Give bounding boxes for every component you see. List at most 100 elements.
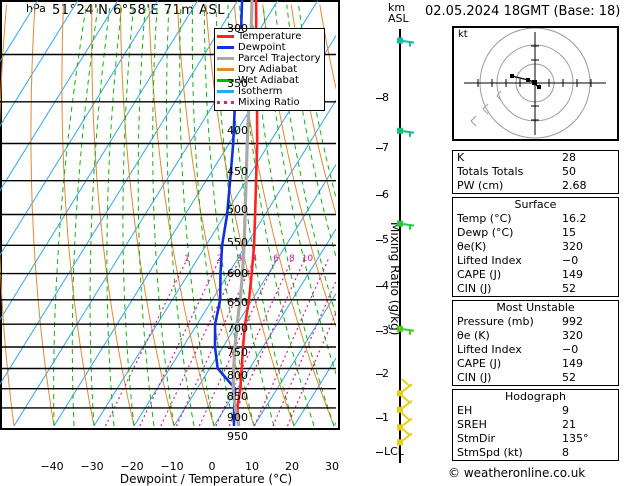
wet-adiabat-line	[191, 4, 235, 427]
row-label: StmDir	[457, 432, 496, 445]
temperature-tick-label: −30	[80, 460, 104, 473]
row-label: EH	[457, 404, 473, 417]
row-value: 50	[562, 165, 576, 178]
row-label: Totals Totals	[457, 165, 524, 178]
legend-label: Isotherm	[238, 85, 283, 97]
mixing-ratio-line	[286, 256, 362, 427]
wind-barb	[397, 127, 415, 137]
height-tick	[376, 98, 383, 100]
hodograph-plot[interactable]: kt	[452, 26, 619, 141]
wind-barb	[397, 427, 413, 446]
height-tick	[376, 195, 383, 197]
surface-panel: Surface Temp (°C) 16.2 Dewp (°C) 15 θe(K) 320 L…	[452, 197, 619, 297]
xaxis-title: Dewpoint / Temperature (°C)	[119, 472, 293, 486]
mixing-ratio-line	[253, 256, 330, 427]
hodograph-unit-label: kt	[458, 29, 468, 40]
temperature-tick-label: 0	[208, 460, 216, 473]
row-label: Lifted Index	[457, 343, 522, 356]
legend-label: Temperature	[238, 30, 302, 42]
height-tick	[376, 417, 383, 419]
legend: Temperature Dewpoint Parcel Trajectory Dry …	[214, 28, 325, 111]
data-row: CIN (J) 52	[453, 371, 618, 385]
dry-adiabat-line	[119, 4, 175, 427]
data-row: StmSpd (kt) 8	[453, 446, 618, 460]
height-tick-label: 4	[382, 278, 389, 292]
data-row: θe (K) 320	[453, 329, 618, 343]
row-value: 135°	[562, 432, 589, 445]
pressure-tick-label: 400	[227, 123, 248, 137]
station-title: 51°24'N 6°58'E 71m ASL	[52, 3, 225, 18]
legend-item: Isotherm	[217, 86, 321, 97]
wet-adiabat-line	[137, 4, 155, 427]
data-row: Totals Totals 50	[453, 165, 618, 179]
row-label: CAPE (J)	[457, 268, 502, 281]
row-label: CAPE (J)	[457, 357, 502, 370]
legend-label: Parcel Trajectory	[238, 52, 321, 64]
pressure-tick-label: 600	[227, 267, 248, 281]
hodograph-panel: Hodograph EH 9 SREH 21 StmDir 135° StmSpd (kt) 8	[452, 389, 619, 461]
legend-item: Mixing Ratio	[217, 97, 321, 108]
legend-swatch	[217, 35, 234, 38]
row-value: 992	[562, 315, 583, 328]
mixing-ratio-line	[215, 256, 294, 427]
pressure-tick-label: 300	[227, 22, 248, 35]
mixing-ratio-axis-title: Mixing Ratio (g/kg)	[388, 222, 402, 336]
row-label: Temp (°C)	[457, 212, 512, 225]
wind-barb	[397, 325, 415, 335]
dry-adiabat-line	[205, 4, 295, 427]
legend-swatch	[217, 46, 234, 49]
wet-adiabat-line	[53, 4, 87, 427]
lcl-tick	[376, 452, 383, 453]
pressure-tick-label: 700	[227, 321, 248, 335]
mixing-ratio-label: 10	[302, 254, 314, 264]
row-value: 320	[562, 329, 583, 342]
legend-label: Mixing Ratio	[238, 96, 300, 108]
panel-title: Most Unstable	[496, 301, 575, 314]
mixing-ratio-label: 8	[289, 254, 295, 264]
height-tick-label: 7	[382, 141, 389, 155]
row-label: θe(K)	[457, 240, 487, 253]
temperature-tick-label: −20	[120, 460, 144, 473]
height-axis-unit-km: km	[388, 1, 406, 14]
data-row: Lifted Index −0	[453, 343, 618, 357]
pressure-tick-label: 900	[227, 410, 248, 424]
dry-adiabat-line	[91, 4, 135, 427]
height-tick	[376, 148, 383, 150]
mixing-ratio-label: 6	[273, 254, 279, 264]
data-row: Lifted Index −0	[453, 254, 618, 268]
height-tick-label: 2	[382, 366, 389, 380]
wet-adiabat-line	[71, 4, 99, 427]
isotherm-line	[0, 0, 199, 321]
legend-item: Parcel Trajectory	[217, 53, 321, 64]
wind-barb	[397, 378, 413, 397]
row-label: PW (cm)	[457, 179, 504, 192]
row-label: SREH	[457, 418, 487, 431]
row-label: K	[457, 151, 465, 164]
data-row: Dewp (°C) 15	[453, 226, 618, 240]
height-tick	[376, 331, 383, 333]
row-label: θe (K)	[457, 329, 490, 342]
mixing-ratio-line	[175, 256, 257, 427]
legend-item: Dewpoint	[217, 42, 321, 53]
pressure-tick-label: 450	[227, 165, 248, 179]
mixing-ratio-line	[139, 256, 222, 427]
profile-parcel-trajectory-line	[231, 0, 254, 427]
isotherm-line	[0, 0, 119, 192]
legend-label: Dry Adiabat	[238, 63, 298, 75]
legend-swatch	[217, 90, 234, 93]
row-value: 149	[562, 357, 583, 370]
row-label: CIN (J)	[457, 282, 492, 295]
mixing-ratio-line	[272, 256, 348, 427]
row-value: 9	[562, 404, 569, 417]
isotherm-line	[0, 0, 159, 256]
dry-adiabat-line	[61, 4, 95, 427]
credit-text: © weatheronline.co.uk	[448, 466, 586, 480]
mixing-ratio-line	[160, 256, 242, 427]
row-value: 8	[562, 446, 569, 459]
mixing-ratio-label: 2	[217, 254, 223, 264]
row-label: Dewp (°C)	[457, 226, 514, 239]
wind-barb	[397, 37, 415, 47]
mixing-ratio-line	[104, 256, 189, 427]
legend-swatch	[217, 68, 234, 71]
height-tick-label: 5	[382, 233, 389, 247]
